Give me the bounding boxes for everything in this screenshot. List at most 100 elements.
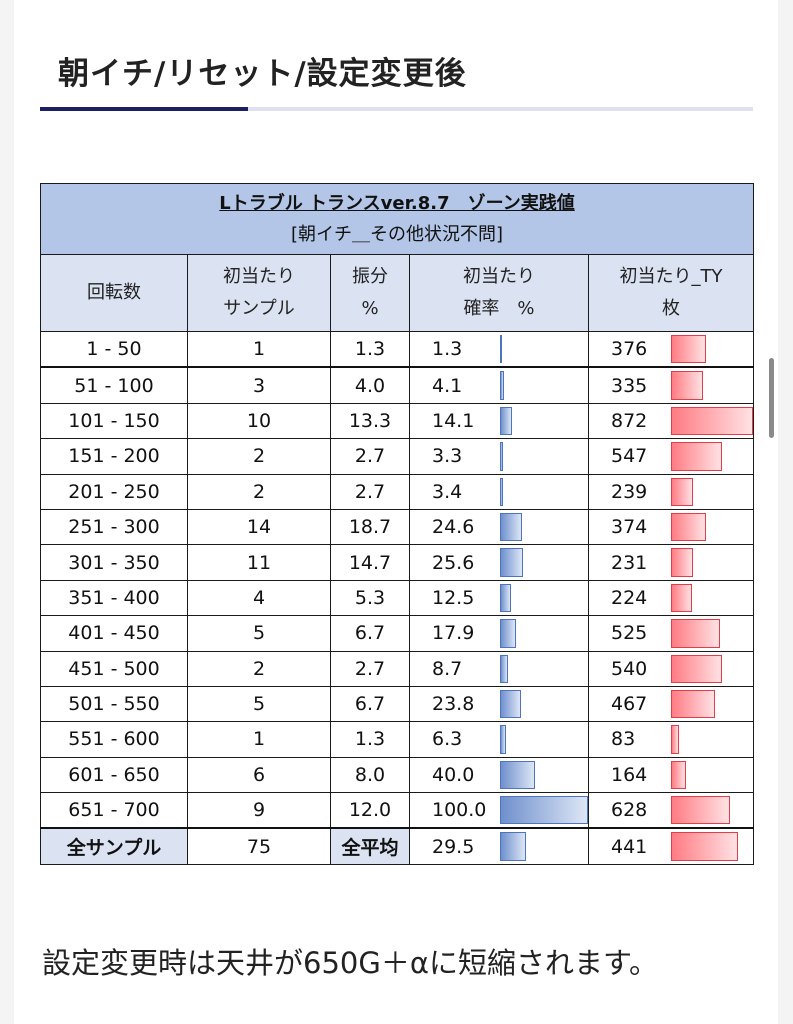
rate-bar	[500, 654, 508, 683]
cell-sample: 11	[187, 544, 331, 581]
scrollbar[interactable]	[769, 358, 774, 438]
cell-share: 6.7	[330, 685, 410, 723]
rate-bar	[500, 335, 502, 364]
table-row: 251 - 300 14 18.7 24.6 374	[40, 508, 755, 546]
cell-rate: 6.3	[409, 721, 589, 758]
ty-bar	[671, 760, 687, 790]
cell-range: 151 - 200	[40, 438, 188, 475]
table-row: 551 - 600 1 1.3 6.3 83	[40, 721, 755, 758]
section-heading: 朝イチ/リセット/設定変更後	[58, 56, 467, 92]
cell-sample: 5	[187, 615, 331, 652]
cell-range: 401 - 450	[40, 615, 188, 652]
rate-bar	[500, 477, 503, 506]
cell-ty: 164	[587, 756, 755, 794]
table-row: 51 - 100 3 4.0 4.1 335	[40, 366, 755, 404]
cell-range: 651 - 700	[40, 792, 188, 830]
cell-rate: 4.1	[409, 366, 589, 404]
ty-bar	[671, 654, 722, 683]
cell-range: 551 - 600	[40, 721, 188, 758]
table-title: Lトラブル トランスver.8.7 ゾーン実践値	[219, 193, 575, 214]
cell-sample: 2	[187, 438, 331, 475]
rate-bar	[500, 619, 516, 648]
heading-underline-accent	[40, 107, 248, 111]
footer-rate-cell: 29.5	[409, 827, 589, 866]
ty-bar	[671, 548, 693, 577]
cell-rate: 14.1	[409, 402, 589, 440]
cell-range: 101 - 150	[40, 402, 188, 440]
table-row: 301 - 350 11 14.7 25.6 231	[40, 544, 755, 581]
cell-ty: 83	[587, 721, 755, 758]
cell-share: 4.0	[330, 366, 410, 404]
cell-sample: 6	[187, 756, 331, 794]
footer-rate-bar	[500, 832, 526, 862]
rate-value: 8.7	[432, 657, 463, 680]
header-range: 回転数	[40, 254, 188, 332]
cell-rate: 17.9	[409, 615, 589, 652]
cell-sample: 14	[187, 508, 331, 546]
ty-value: 525	[611, 622, 648, 645]
cell-range: 451 - 500	[40, 650, 188, 687]
ty-value: 872	[611, 409, 648, 432]
cell-ty: 224	[587, 579, 755, 617]
cell-sample: 5	[187, 685, 331, 723]
cell-rate: 24.6	[409, 508, 589, 546]
table-row: 451 - 500 2 2.7 8.7 540	[40, 650, 755, 687]
rate-value: 6.3	[432, 728, 463, 751]
cell-range: 51 - 100	[40, 366, 188, 404]
ty-value: 164	[611, 763, 648, 786]
ty-value: 540	[611, 657, 648, 680]
ty-value: 239	[611, 480, 648, 503]
cell-ty: 525	[587, 615, 755, 652]
ty-bar	[671, 796, 731, 825]
table-row: 651 - 700 9 12.0 100.0 628	[40, 792, 755, 830]
ty-value: 628	[611, 799, 648, 822]
cell-rate: 3.3	[409, 438, 589, 475]
cell-rate: 23.8	[409, 685, 589, 723]
footer-rate: 29.5	[432, 835, 475, 858]
cell-share: 2.7	[330, 473, 410, 510]
rate-value: 1.3	[432, 338, 463, 361]
cell-sample: 10	[187, 402, 331, 440]
cell-sample: 1	[187, 331, 331, 369]
cell-rate: 12.5	[409, 579, 589, 617]
rate-bar	[500, 760, 536, 790]
ty-value: 83	[611, 728, 636, 751]
table-row: 201 - 250 2 2.7 3.4 239	[40, 473, 755, 510]
ty-bar	[671, 689, 715, 719]
cell-rate: 100.0	[409, 792, 589, 830]
ty-bar	[671, 619, 721, 648]
cell-range: 201 - 250	[40, 473, 188, 510]
cell-rate: 3.4	[409, 473, 589, 510]
cell-range: 351 - 400	[40, 579, 188, 617]
cell-ty: 547	[587, 438, 755, 475]
cell-ty: 467	[587, 685, 755, 723]
ty-bar	[671, 477, 694, 506]
rate-value: 17.9	[432, 622, 475, 645]
rate-value: 12.5	[432, 586, 475, 609]
cell-share: 8.0	[330, 756, 410, 794]
cell-range: 501 - 550	[40, 685, 188, 723]
header-share: 振分%	[330, 254, 410, 332]
cell-ty: 374	[587, 508, 755, 546]
cell-range: 1 - 50	[40, 331, 188, 369]
cell-rate: 40.0	[409, 756, 589, 794]
rate-bar	[500, 725, 506, 754]
zone-data-table: Lトラブル トランスver.8.7 ゾーン実践値 [朝イチ＿その他状況不問] 回…	[39, 183, 755, 866]
table-row: 601 - 650 6 8.0 40.0 164	[40, 756, 755, 794]
table-row: 1 - 50 1 1.3 1.3 376	[40, 331, 755, 369]
ty-bar	[671, 442, 723, 471]
ty-bar	[671, 725, 679, 754]
ty-value: 467	[611, 693, 648, 716]
cell-share: 12.0	[330, 792, 410, 830]
cell-share: 6.7	[330, 615, 410, 652]
ty-bar	[671, 335, 707, 364]
footer-label: 全サンプル	[40, 827, 188, 866]
rate-bar	[500, 406, 513, 436]
cell-rate: 1.3	[409, 331, 589, 369]
footer-ty: 441	[611, 835, 648, 858]
cell-sample: 2	[187, 650, 331, 687]
cell-share: 2.7	[330, 650, 410, 687]
cell-sample: 4	[187, 579, 331, 617]
rate-value: 4.1	[432, 374, 463, 397]
ty-value: 376	[611, 338, 648, 361]
